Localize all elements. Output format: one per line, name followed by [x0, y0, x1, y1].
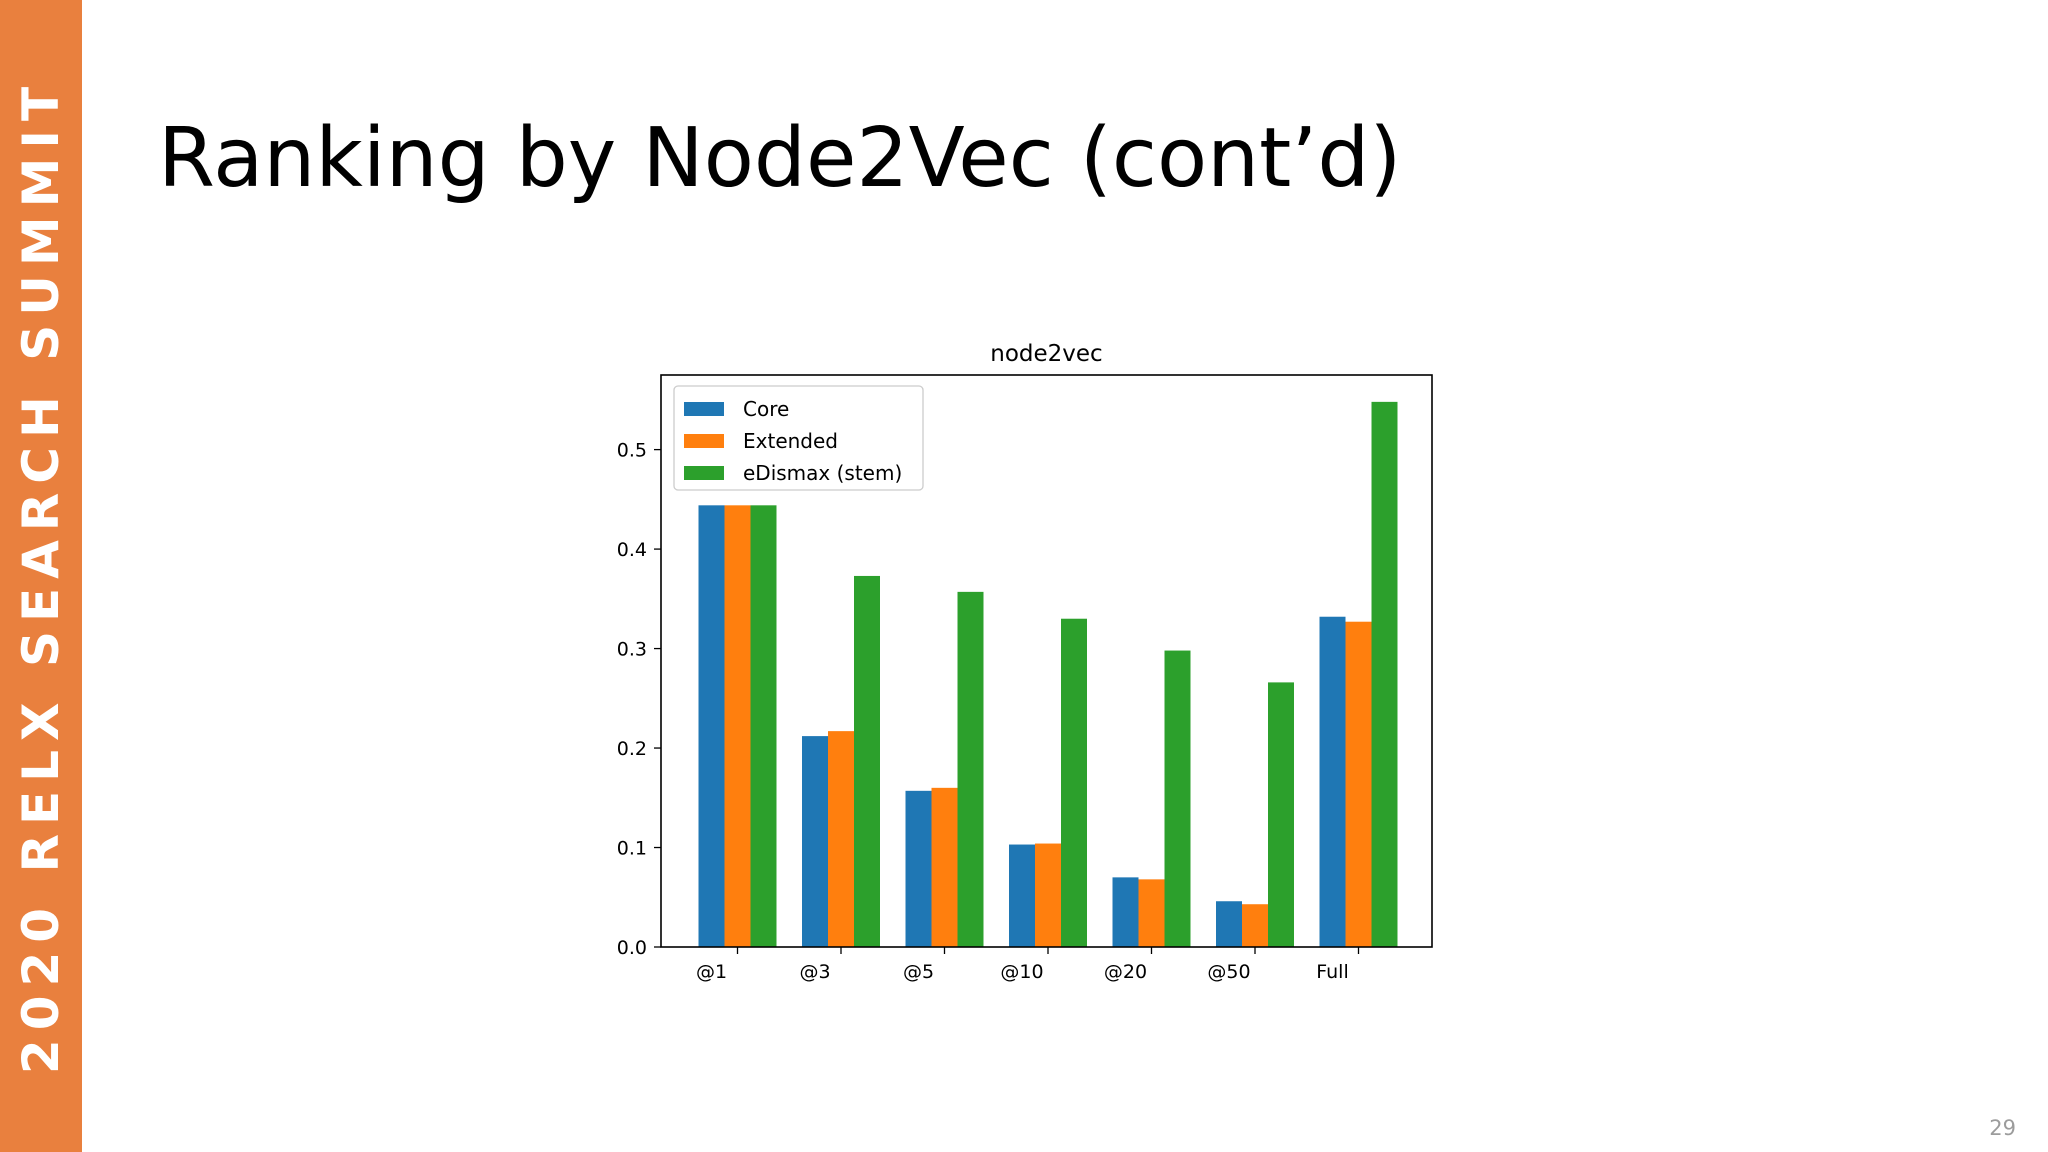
bar-extended-50 — [1242, 904, 1268, 947]
legend-label: eDismax (stem) — [743, 461, 902, 485]
bar-extended-20 — [1138, 879, 1165, 947]
bar-edismax-stem--10 — [1061, 618, 1087, 947]
bar-core-1 — [698, 505, 725, 947]
legend-label: Core — [743, 397, 789, 421]
legend-swatch — [684, 466, 724, 480]
bar-extended-10 — [1035, 843, 1061, 947]
legend-swatch — [684, 434, 724, 448]
bar-core-10 — [1009, 844, 1035, 947]
slide-title: Ranking by Node2Vec (cont’d) — [158, 111, 1402, 206]
bar-extended-3 — [828, 731, 854, 947]
legend-label: Extended — [743, 429, 838, 453]
bar-extended-full — [1345, 621, 1372, 947]
sidebar-banner: 2020 RELX SEARCH SUMMIT — [0, 0, 82, 1152]
bar-edismax-stem--full — [1371, 401, 1398, 947]
bar-core-50 — [1216, 901, 1242, 947]
bar-core-20 — [1112, 877, 1139, 947]
y-tick-label: 0.4 — [617, 539, 647, 561]
x-tick-label: @50 — [1207, 961, 1250, 983]
bar-extended-5 — [931, 787, 958, 947]
page-number: 29 — [1989, 1116, 2016, 1140]
bar-edismax-stem--1 — [750, 505, 777, 947]
y-tick-label: 0.3 — [617, 639, 647, 661]
bar-edismax-stem--20 — [1164, 650, 1191, 947]
x-tick-label: @3 — [799, 961, 830, 983]
y-tick-label: 0.2 — [617, 738, 647, 760]
plot-frame — [660, 374, 1433, 948]
chart-legend — [673, 385, 924, 491]
bar-core-5 — [905, 790, 932, 947]
x-tick-label: @1 — [696, 961, 727, 983]
x-tick-label: Full — [1316, 961, 1349, 983]
bar-core-3 — [802, 736, 828, 947]
bar-edismax-stem--5 — [957, 591, 984, 947]
x-tick-label: @5 — [903, 961, 934, 983]
x-tick-label: @20 — [1104, 961, 1147, 983]
y-tick-label: 0.5 — [617, 440, 647, 462]
bar-extended-1 — [724, 505, 751, 947]
bar-edismax-stem--50 — [1268, 682, 1294, 947]
chart-title: node2vec — [990, 341, 1102, 367]
y-tick-label: 0.1 — [617, 838, 647, 860]
bar-edismax-stem--3 — [854, 575, 880, 947]
y-tick-label: 0.0 — [617, 937, 647, 959]
bar-core-full — [1319, 616, 1346, 947]
legend-swatch — [684, 402, 724, 416]
x-tick-label: @10 — [1000, 961, 1043, 983]
